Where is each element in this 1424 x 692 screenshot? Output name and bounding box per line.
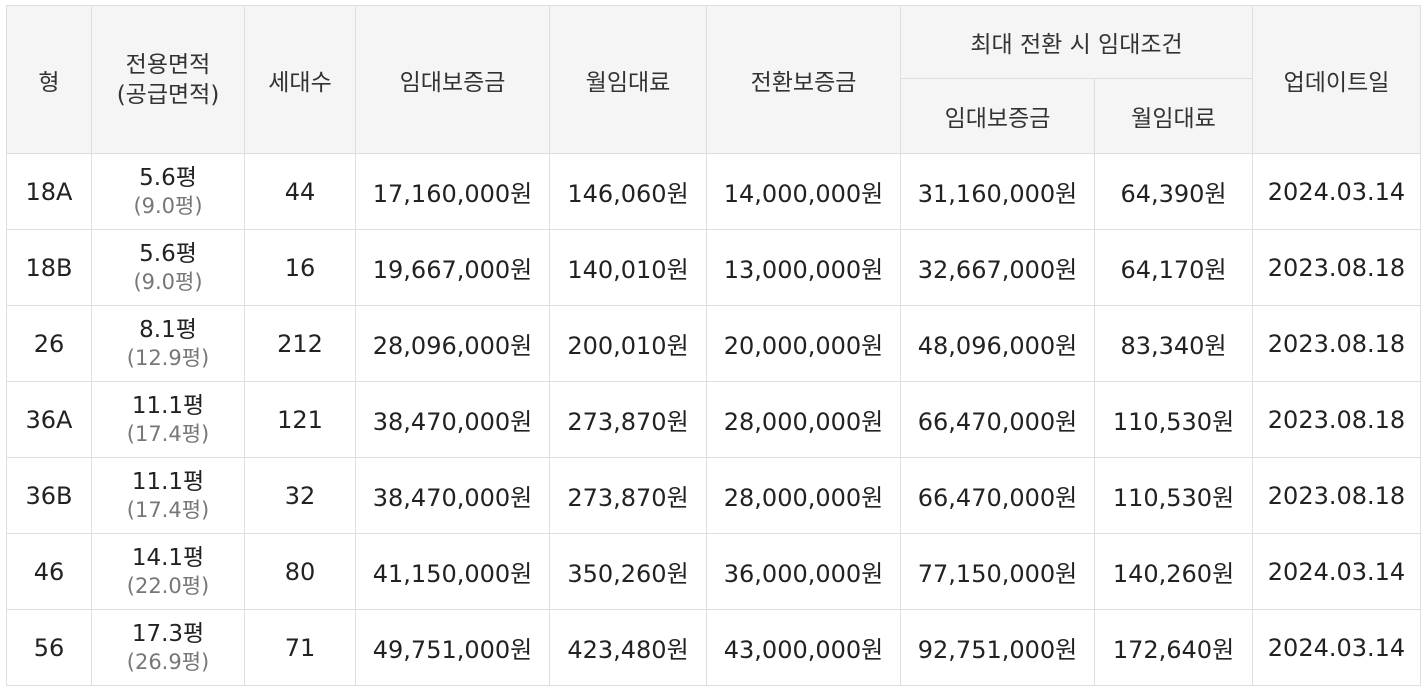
- table-row: 18B 5.6평 (9.0평) 16 19,667,000원 140,010원 …: [6, 229, 1421, 306]
- cell-max-monthly-rent: 110,530원: [1094, 381, 1253, 458]
- cell-area-exclusive: 5.6평: [139, 164, 197, 191]
- cell-max-deposit: 66,470,000원: [900, 457, 1095, 534]
- cell-conversion-deposit: 43,000,000원: [706, 609, 901, 686]
- cell-area-supply: (22.0평): [126, 573, 210, 598]
- cell-conversion-deposit: 14,000,000원: [706, 153, 901, 230]
- header-area-line1: 전용면적: [125, 51, 211, 78]
- cell-max-monthly-rent: 172,640원: [1094, 609, 1253, 686]
- cell-monthly-rent: 273,870원: [549, 381, 707, 458]
- cell-households: 44: [244, 153, 356, 230]
- header-max-monthly-rent: 월임대료: [1094, 78, 1253, 154]
- cell-area: 5.6평 (9.0평): [91, 229, 245, 306]
- cell-deposit: 19,667,000원: [355, 229, 550, 306]
- cell-households: 212: [244, 305, 356, 382]
- header-max-deposit: 임대보증금: [900, 78, 1095, 154]
- cell-area-supply: (26.9평): [126, 649, 210, 674]
- cell-area-exclusive: 8.1평: [139, 316, 197, 343]
- cell-households: 32: [244, 457, 356, 534]
- cell-updated: 2024.03.14: [1252, 533, 1421, 610]
- cell-area: 17.3평 (26.9평): [91, 609, 245, 686]
- header-updated: 업데이트일: [1252, 5, 1421, 154]
- table-row: 36B 11.1평 (17.4평) 32 38,470,000원 273,870…: [6, 457, 1421, 534]
- cell-deposit: 28,096,000원: [355, 305, 550, 382]
- cell-households: 80: [244, 533, 356, 610]
- cell-updated: 2023.08.18: [1252, 381, 1421, 458]
- cell-monthly-rent: 423,480원: [549, 609, 707, 686]
- cell-updated: 2023.08.18: [1252, 305, 1421, 382]
- cell-conversion-deposit: 13,000,000원: [706, 229, 901, 306]
- table-row: 36A 11.1평 (17.4평) 121 38,470,000원 273,87…: [6, 381, 1421, 458]
- cell-area: 11.1평 (17.4평): [91, 457, 245, 534]
- header-type: 형: [6, 5, 92, 154]
- cell-max-deposit: 48,096,000원: [900, 305, 1095, 382]
- cell-conversion-deposit: 28,000,000원: [706, 457, 901, 534]
- cell-households: 16: [244, 229, 356, 306]
- cell-updated: 2024.03.14: [1252, 609, 1421, 686]
- rental-conditions-table: 형 전용면적 (공급면적) 세대수 임대보증금 월임대료 전환보증금 최대 전환…: [6, 5, 1421, 686]
- cell-area: 5.6평 (9.0평): [91, 153, 245, 230]
- cell-max-deposit: 31,160,000원: [900, 153, 1095, 230]
- cell-monthly-rent: 273,870원: [549, 457, 707, 534]
- cell-area-exclusive: 11.1평: [131, 468, 205, 495]
- cell-deposit: 38,470,000원: [355, 457, 550, 534]
- header-monthly-rent: 월임대료: [549, 5, 707, 154]
- cell-max-monthly-rent: 64,390원: [1094, 153, 1253, 230]
- cell-area-supply: (9.0평): [133, 269, 203, 294]
- header-area: 전용면적 (공급면적): [91, 5, 245, 154]
- cell-max-monthly-rent: 83,340원: [1094, 305, 1253, 382]
- header-households: 세대수: [244, 5, 356, 154]
- table-body: 18A 5.6평 (9.0평) 44 17,160,000원 146,060원 …: [6, 153, 1421, 686]
- cell-monthly-rent: 350,260원: [549, 533, 707, 610]
- cell-deposit: 38,470,000원: [355, 381, 550, 458]
- cell-updated: 2024.03.14: [1252, 153, 1421, 230]
- cell-households: 71: [244, 609, 356, 686]
- cell-type: 36A: [6, 381, 92, 458]
- cell-updated: 2023.08.18: [1252, 457, 1421, 534]
- cell-area: 8.1평 (12.9평): [91, 305, 245, 382]
- cell-area: 14.1평 (22.0평): [91, 533, 245, 610]
- cell-max-deposit: 66,470,000원: [900, 381, 1095, 458]
- header-area-line2: (공급면적): [116, 81, 220, 108]
- cell-type: 26: [6, 305, 92, 382]
- cell-type: 18A: [6, 153, 92, 230]
- cell-conversion-deposit: 28,000,000원: [706, 381, 901, 458]
- cell-area-supply: (17.4평): [126, 497, 210, 522]
- table-row: 26 8.1평 (12.9평) 212 28,096,000원 200,010원…: [6, 305, 1421, 382]
- cell-max-monthly-rent: 110,530원: [1094, 457, 1253, 534]
- cell-households: 121: [244, 381, 356, 458]
- cell-area-exclusive: 11.1평: [131, 392, 205, 419]
- cell-area-supply: (17.4평): [126, 421, 210, 446]
- table-row: 18A 5.6평 (9.0평) 44 17,160,000원 146,060원 …: [6, 153, 1421, 230]
- header-conversion-deposit: 전환보증금: [706, 5, 901, 154]
- cell-area-exclusive: 5.6평: [139, 240, 197, 267]
- cell-monthly-rent: 146,060원: [549, 153, 707, 230]
- cell-deposit: 17,160,000원: [355, 153, 550, 230]
- cell-max-deposit: 92,751,000원: [900, 609, 1095, 686]
- cell-max-monthly-rent: 140,260원: [1094, 533, 1253, 610]
- cell-monthly-rent: 140,010원: [549, 229, 707, 306]
- cell-conversion-deposit: 20,000,000원: [706, 305, 901, 382]
- cell-deposit: 41,150,000원: [355, 533, 550, 610]
- cell-monthly-rent: 200,010원: [549, 305, 707, 382]
- cell-type: 18B: [6, 229, 92, 306]
- cell-area-exclusive: 14.1평: [131, 544, 205, 571]
- cell-area-exclusive: 17.3평: [131, 620, 205, 647]
- cell-area: 11.1평 (17.4평): [91, 381, 245, 458]
- cell-max-monthly-rent: 64,170원: [1094, 229, 1253, 306]
- table-row: 56 17.3평 (26.9평) 71 49,751,000원 423,480원…: [6, 609, 1421, 686]
- cell-max-deposit: 77,150,000원: [900, 533, 1095, 610]
- cell-updated: 2023.08.18: [1252, 229, 1421, 306]
- cell-conversion-deposit: 36,000,000원: [706, 533, 901, 610]
- cell-area-supply: (9.0평): [133, 193, 203, 218]
- table-row: 46 14.1평 (22.0평) 80 41,150,000원 350,260원…: [6, 533, 1421, 610]
- cell-max-deposit: 32,667,000원: [900, 229, 1095, 306]
- cell-area-supply: (12.9평): [126, 345, 210, 370]
- cell-type: 56: [6, 609, 92, 686]
- header-max-conversion-group: 최대 전환 시 임대조건: [900, 5, 1253, 79]
- cell-type: 46: [6, 533, 92, 610]
- header-deposit: 임대보증금: [355, 5, 550, 154]
- cell-type: 36B: [6, 457, 92, 534]
- cell-deposit: 49,751,000원: [355, 609, 550, 686]
